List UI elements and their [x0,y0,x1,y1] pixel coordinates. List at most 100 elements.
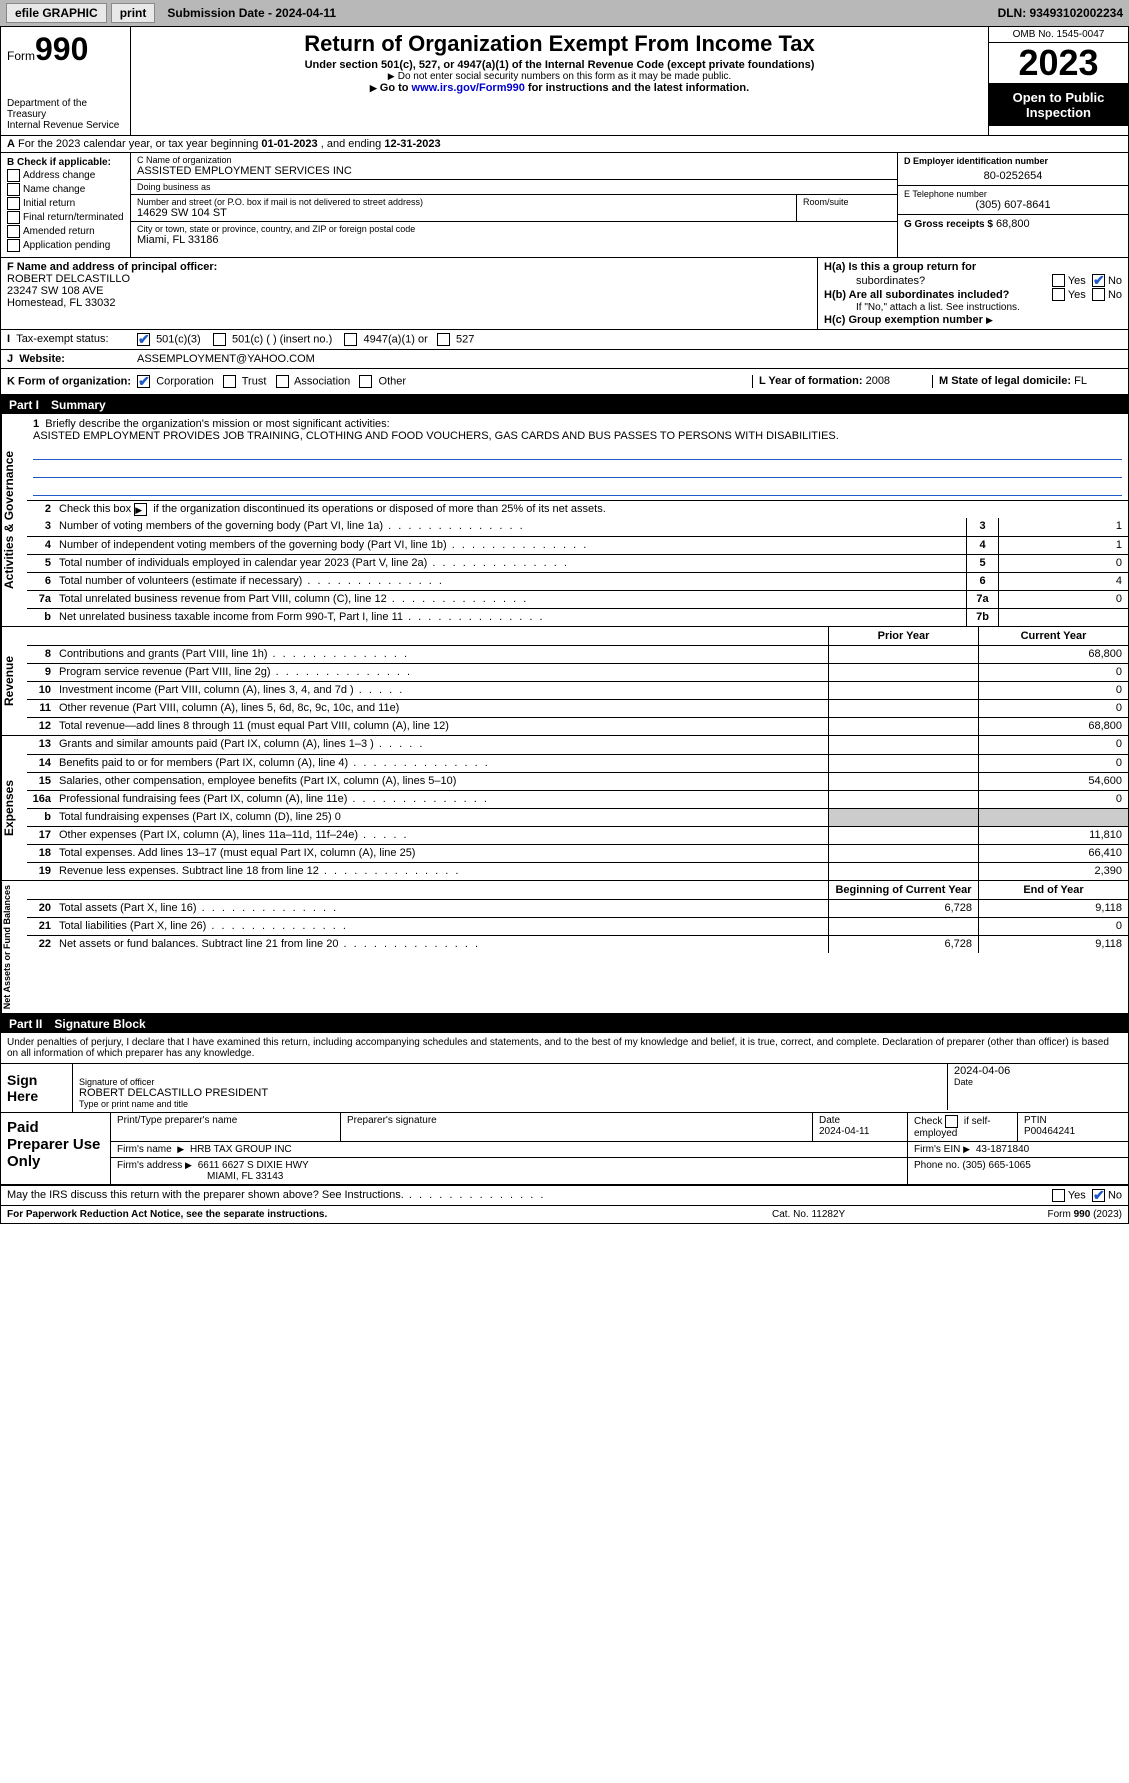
header-left: Form990 Department of the Treasury Inter… [1,27,131,135]
revenue-section: Revenue Prior Year Current Year 8Contrib… [1,627,1128,736]
sig-officer-label: Signature of officer [79,1077,941,1087]
line-16a: 16aProfessional fundraising fees (Part I… [27,790,1128,808]
cb-app-pending[interactable]: Application pending [7,239,124,252]
l18-val: 66,410 [978,845,1128,862]
cb-527[interactable] [437,333,450,346]
open-public: Open to Public Inspection [989,84,1128,126]
line4-text: Number of independent voting members of … [55,537,966,554]
l13-text: Grants and similar amounts paid (Part IX… [55,736,828,754]
cb-trust[interactable] [223,375,236,388]
vtab-governance: Activities & Governance [1,414,27,626]
l17-text: Other expenses (Part IX, column (A), lin… [55,827,828,844]
line5-text: Total number of individuals employed in … [55,555,966,572]
discuss-yes: Yes [1068,1190,1086,1202]
line-4: 4Number of independent voting members of… [27,536,1128,554]
header-mid: Return of Organization Exempt From Incom… [131,27,988,135]
tax-year: 2023 [989,43,1128,84]
l19-val: 2,390 [978,863,1128,880]
line-6: 6Total number of volunteers (estimate if… [27,572,1128,590]
line-9: 9Program service revenue (Part VIII, lin… [27,663,1128,681]
l8-text: Contributions and grants (Part VIII, lin… [55,646,828,663]
label-a: A [7,138,15,150]
print-button[interactable]: print [111,3,156,23]
l9-text: Program service revenue (Part VIII, line… [55,664,828,681]
cb-discuss-yes[interactable] [1052,1189,1065,1202]
cb-4947[interactable] [344,333,357,346]
opt-corp: Corporation [156,375,213,387]
street-value: 14629 SW 104 ST [137,207,790,219]
ptin-label: PTIN [1024,1115,1047,1126]
line-15: 15Salaries, other compensation, employee… [27,772,1128,790]
cb-hb-yes[interactable] [1052,288,1065,301]
form990-link[interactable]: www.irs.gov/Form990 [412,82,525,94]
phone-value: (305) 607-8641 [904,199,1122,211]
phone-label: E Telephone number [904,189,1122,199]
firm-addr1: 6611 6627 S DIXIE HWY [198,1160,309,1171]
cb-amended-return[interactable]: Amended return [7,225,124,238]
org-name-label: C Name of organization [137,155,891,165]
hb-no: No [1108,289,1122,301]
l10-val: 0 [978,682,1128,699]
sig-intro: Under penalties of perjury, I declare th… [1,1033,1128,1064]
cb-discontinued[interactable] [134,503,147,516]
cb-self-employed[interactable] [945,1115,958,1128]
tax-status-label: Tax-exempt status: [16,333,108,345]
cb-ha-yes[interactable] [1052,274,1065,287]
line-16b: bTotal fundraising expenses (Part IX, co… [27,808,1128,826]
line-12: 12Total revenue—add lines 8 through 11 (… [27,717,1128,735]
city-value: Miami, FL 33186 [137,234,891,246]
ha-label: H(a) Is this a group return for [824,261,976,273]
cb-501c[interactable] [213,333,226,346]
row-klm: K Form of organization: Corporation Trus… [1,369,1128,396]
part2-num: Part II [9,1017,54,1031]
officer-street: 23247 SW 108 AVE [7,285,103,297]
l19-text: Revenue less expenses. Subtract line 18 … [55,863,828,880]
expenses-section: Expenses 13Grants and similar amounts pa… [1,736,1128,881]
opt-527: 527 [456,333,474,345]
col-prior: Prior Year [828,627,978,645]
cb-final-return[interactable]: Final return/terminated [7,211,124,224]
officer-label: F Name and address of principal officer: [7,261,217,273]
line3-text: Number of voting members of the governin… [55,518,966,536]
efile-button[interactable]: efile GRAPHIC [6,3,107,23]
box-c: C Name of organization ASSISTED EMPLOYME… [131,153,898,257]
opt-501c3: 501(c)(3) [156,333,201,345]
cb-assoc[interactable] [276,375,289,388]
cb-ha-no[interactable] [1092,274,1105,287]
cb-initial-return[interactable]: Initial return [7,197,124,210]
line5-val: 0 [998,555,1128,572]
l12-val: 68,800 [978,718,1128,735]
line3-val: 1 [998,518,1128,536]
form-org-label: K Form of organization: [7,375,131,387]
sig-date-label: Date [954,1077,1122,1087]
tax-status-opts: 501(c)(3) 501(c) ( ) (insert no.) 4947(a… [131,330,1128,349]
cb-hb-no[interactable] [1092,288,1105,301]
cb-501c3[interactable] [137,333,150,346]
l20-prior: 6,728 [828,900,978,917]
box-b: B Check if applicable: Address change Na… [1,153,131,257]
l13-val: 0 [978,736,1128,754]
prep-sig-label: Preparer's signature [341,1113,813,1141]
cb-corp[interactable] [137,375,150,388]
cb-name-change[interactable]: Name change [7,183,124,196]
line7a-text: Total unrelated business revenue from Pa… [55,591,966,608]
cb-other[interactable] [359,375,372,388]
firm-addr-label: Firm's address [117,1160,182,1171]
cb-discuss-no[interactable] [1092,1189,1105,1202]
activities-governance: Activities & Governance 1 Briefly descri… [1,414,1128,627]
firm-ein: 43-1871840 [976,1144,1029,1155]
submission-date: Submission Date - 2024-04-11 [159,6,344,20]
l14-val: 0 [978,755,1128,772]
form-number: Form990 [7,31,124,68]
hc-label: H(c) Group exemption number [824,314,983,326]
room-label: Room/suite [803,197,891,207]
row-fh: F Name and address of principal officer:… [1,258,1128,330]
ha-no: No [1108,275,1122,287]
footer-catno: Cat. No. 11282Y [772,1209,972,1220]
gross-cell: G Gross receipts $ 68,800 [898,215,1128,233]
cb-address-change[interactable]: Address change [7,169,124,182]
l15-val: 54,600 [978,773,1128,790]
line6-text: Total number of volunteers (estimate if … [55,573,966,590]
row-i: I Tax-exempt status: 501(c)(3) 501(c) ( … [1,330,1128,350]
l8-val: 68,800 [978,646,1128,663]
